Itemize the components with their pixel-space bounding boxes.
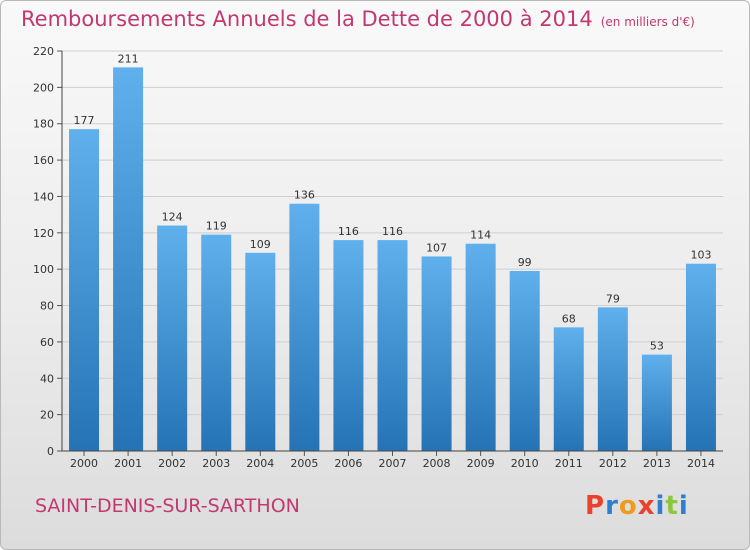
x-tick-label: 2004 xyxy=(246,457,274,470)
x-tick-label: 2001 xyxy=(114,457,142,470)
x-tick-label: 2005 xyxy=(290,457,318,470)
bar-value-label: 68 xyxy=(562,312,576,325)
bar xyxy=(333,240,364,451)
bar-value-label: 79 xyxy=(606,292,620,305)
x-tick-label: 2012 xyxy=(599,457,627,470)
bar xyxy=(465,243,496,451)
y-tick-label: 20 xyxy=(40,409,54,422)
x-tick-label: 2007 xyxy=(379,457,407,470)
bar-value-label: 119 xyxy=(206,220,227,233)
logo-letter: t xyxy=(665,491,679,521)
x-tick-label: 2008 xyxy=(423,457,451,470)
bar xyxy=(157,225,188,451)
bar xyxy=(289,203,320,451)
y-tick-label: 140 xyxy=(33,190,54,203)
bar-value-label: 109 xyxy=(250,238,271,251)
axis-layer: 0 20 40 60 80 100 120 140 160 180 200 220 2000 2001 20… xyxy=(33,45,723,470)
logo-letter: P xyxy=(585,491,606,521)
y-tick-label: 220 xyxy=(33,45,54,58)
bar-value-label: 116 xyxy=(382,225,403,238)
bar xyxy=(553,327,584,451)
y-tick-label: 120 xyxy=(33,227,54,240)
bar xyxy=(509,271,540,451)
bar xyxy=(421,256,452,451)
bar-value-label: 124 xyxy=(162,211,183,224)
commune-name: SAINT-DENIS-SUR-SARTHON xyxy=(35,495,300,517)
chart-title: Remboursements Annuels de la Dette de 20… xyxy=(21,7,695,31)
x-tick-label: 2013 xyxy=(643,457,671,470)
x-tick-label: 2014 xyxy=(687,457,715,470)
logo-letter: i xyxy=(678,491,689,521)
y-tick-label: 0 xyxy=(47,445,54,458)
bar-value-label: 99 xyxy=(518,256,532,269)
title-text: Remboursements Annuels de la Dette de 20… xyxy=(21,7,593,31)
bars-layer: 177 211 124 119 109 136 116 116 107 114 99 68 79 53 10… xyxy=(69,52,716,451)
bar xyxy=(641,354,672,451)
x-tick-label: 2009 xyxy=(467,457,495,470)
bar xyxy=(69,129,100,451)
bar xyxy=(597,307,628,451)
x-tick-label: 2000 xyxy=(70,457,98,470)
y-tick-label: 80 xyxy=(40,300,54,313)
logo-letter: i xyxy=(655,491,666,521)
x-tick-label: 2003 xyxy=(202,457,230,470)
bar-value-label: 53 xyxy=(650,340,664,353)
x-tick-label: 2006 xyxy=(334,457,362,470)
logo-letter: o xyxy=(618,491,638,521)
bar xyxy=(245,252,276,451)
bar-value-label: 114 xyxy=(470,229,491,242)
x-tick-label: 2011 xyxy=(555,457,583,470)
bar xyxy=(113,67,144,451)
bar-value-label: 177 xyxy=(74,114,95,127)
y-tick-label: 160 xyxy=(33,154,54,167)
chart-subtitle: (en milliers d'€) xyxy=(600,15,695,29)
bar-value-label: 103 xyxy=(690,249,711,262)
bar-value-label: 211 xyxy=(118,52,139,65)
y-tick-label: 200 xyxy=(33,81,54,94)
y-tick-label: 180 xyxy=(33,118,54,131)
y-tick-label: 60 xyxy=(40,336,54,349)
logo-letter: x xyxy=(637,491,656,521)
bar-value-label: 136 xyxy=(294,189,315,202)
bar xyxy=(377,240,408,451)
proxiti-logo: Proxiti xyxy=(585,491,689,521)
bar-value-label: 107 xyxy=(426,241,447,254)
bar xyxy=(685,263,716,451)
bar xyxy=(201,234,232,451)
x-tick-label: 2002 xyxy=(158,457,186,470)
y-tick-label: 100 xyxy=(33,263,54,276)
logo-letter: r xyxy=(605,491,619,521)
x-tick-label: 2010 xyxy=(511,457,539,470)
bar-value-label: 116 xyxy=(338,225,359,238)
y-tick-label: 40 xyxy=(40,372,54,385)
